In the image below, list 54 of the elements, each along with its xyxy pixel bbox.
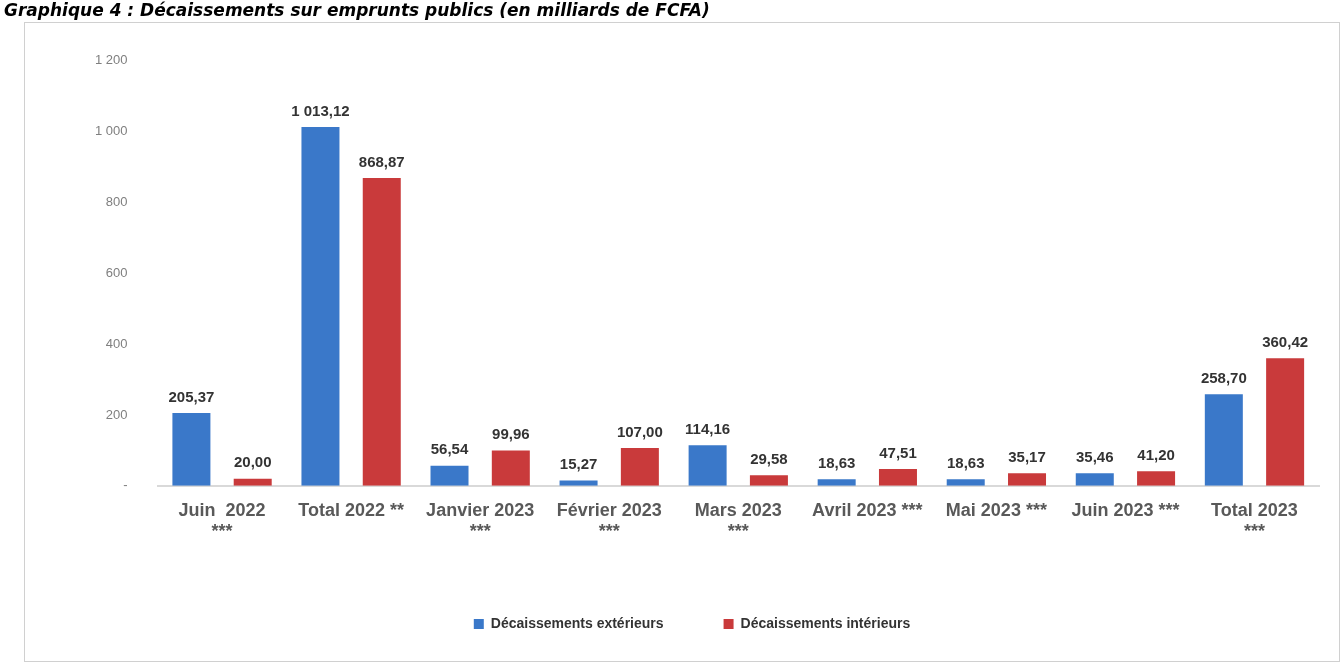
bar	[946, 479, 985, 486]
data-label: 56,54	[430, 440, 469, 458]
data-label: 868,87	[358, 152, 405, 170]
bar	[1204, 394, 1243, 486]
y-tick-label: 1 200	[94, 52, 128, 68]
data-label: 35,17	[1008, 447, 1046, 465]
y-tick-label: 1 000	[94, 123, 128, 139]
y-tick-label: -	[123, 477, 128, 493]
bar	[817, 479, 856, 486]
x-tick-label: Janvier 2023 ***	[426, 499, 535, 542]
data-label: 258,70	[1200, 368, 1247, 386]
y-tick-label: 200	[105, 406, 128, 422]
data-label: 360,42	[1262, 332, 1309, 350]
data-label: 20,00	[233, 453, 272, 471]
data-label: 114,16	[685, 420, 731, 438]
data-label: 29,58	[750, 449, 788, 467]
data-label: 35,46	[1076, 447, 1114, 465]
data-label: 41,20	[1137, 445, 1175, 463]
y-tick-label: 600	[105, 264, 128, 280]
data-label: 99,96	[492, 425, 530, 443]
x-tick-label: Juin 2022 ***	[178, 499, 266, 542]
chart-title: Graphique 4 : Décaissements sur emprunts publics (en milliards de FCFA)	[4, 0, 710, 20]
bar	[172, 413, 211, 486]
bar	[1075, 473, 1114, 486]
bar	[749, 475, 788, 486]
bar	[1266, 358, 1305, 486]
bar	[1008, 473, 1047, 486]
data-label: 15,27	[559, 455, 598, 473]
x-tick-label: Juin 2023 ***	[1071, 499, 1180, 520]
x-tick-label: Février 2023 ***	[556, 499, 662, 542]
x-tick-label: Mai 2023 ***	[945, 499, 1047, 520]
legend-label: Décaissements intérieurs	[740, 614, 911, 631]
legend-label: Décaissements extérieurs	[490, 614, 664, 631]
bar	[301, 126, 340, 486]
bar	[362, 178, 401, 486]
bar	[491, 450, 530, 486]
bar	[688, 445, 727, 486]
bar	[878, 468, 917, 486]
data-label: 205,37	[168, 387, 215, 405]
data-label: 18,63	[946, 453, 985, 471]
x-tick-label: Mars 2023 ***	[694, 499, 782, 542]
data-label: 18,63	[817, 453, 856, 471]
x-tick-label: Total 2023 ***	[1211, 499, 1298, 542]
y-tick-label: 800	[105, 194, 128, 210]
bar	[430, 465, 469, 486]
data-label: 1 013,12	[291, 101, 350, 119]
bar	[620, 447, 659, 486]
x-tick-label: Avril 2023 ***	[812, 499, 923, 520]
bar	[1137, 471, 1176, 486]
x-tick-label: Total 2022 **	[298, 499, 404, 520]
y-tick-label: 400	[105, 335, 128, 351]
bar	[559, 480, 598, 486]
data-label: 47,51	[879, 443, 917, 461]
data-label: 107,00	[616, 422, 663, 440]
